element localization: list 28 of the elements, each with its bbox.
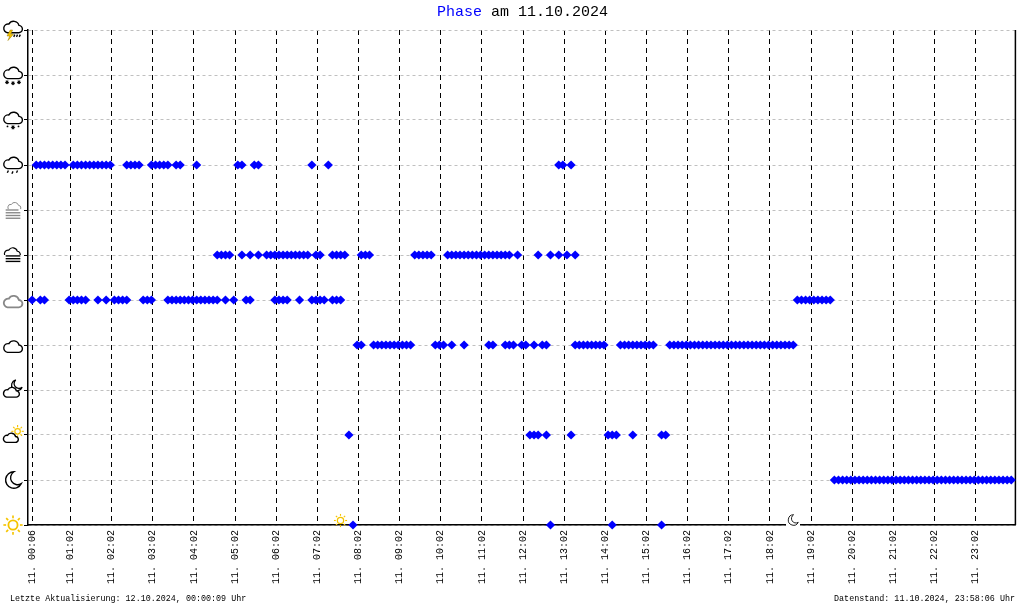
text: Phase [436, 4, 482, 21]
x-tick-label: 11. 21:02 [887, 530, 899, 585]
x-tick-label: 11. 08:02 [353, 530, 365, 585]
x-tick-label: 11. 04:02 [188, 530, 200, 585]
x-tick-label: 11. 23:02 [970, 530, 982, 585]
x-tick-label: 11. 05:02 [229, 530, 241, 585]
x-tick-label: 11. 06:02 [270, 530, 282, 585]
x-tick-label: 11. 17:02 [723, 530, 735, 585]
x-tick-label: 11. 11:02 [476, 530, 488, 585]
text: Letzte Aktualisierung: 12.10.2024, 00:00:09 Uhr [10, 594, 247, 604]
x-tick-label: 11. 15:02 [641, 530, 653, 585]
x-tick-label: 11. 02:02 [106, 530, 118, 585]
x-tick-label: 11. 01:02 [65, 530, 77, 585]
x-tick-label: 11. 13:02 [558, 530, 570, 585]
x-tick-label: 11. 12:02 [517, 530, 529, 585]
x-tick-label: 11. 09:02 [394, 530, 406, 585]
text: Datenstand: 11.10.2024, 23:58:06 Uhr [834, 594, 1015, 604]
x-tick-label: 11. 20:02 [846, 530, 858, 585]
x-tick-label: 11. 00:06 [26, 530, 38, 585]
x-tick-label: 11. 14:02 [600, 530, 611, 585]
x-tick-label: 11. 07:02 [312, 530, 323, 585]
x-tick-label: 11. 22:02 [929, 530, 941, 585]
x-tick-label: 11. 03:02 [147, 530, 159, 585]
x-tick-label: 11. 19:02 [805, 530, 817, 585]
x-tick-label: 11. 10:02 [435, 530, 447, 585]
x-tick-label: 11. 16:02 [682, 530, 694, 585]
x-tick-label: 11. 18:02 [764, 530, 776, 585]
chart-title: am 11.10.2024 [491, 4, 609, 21]
